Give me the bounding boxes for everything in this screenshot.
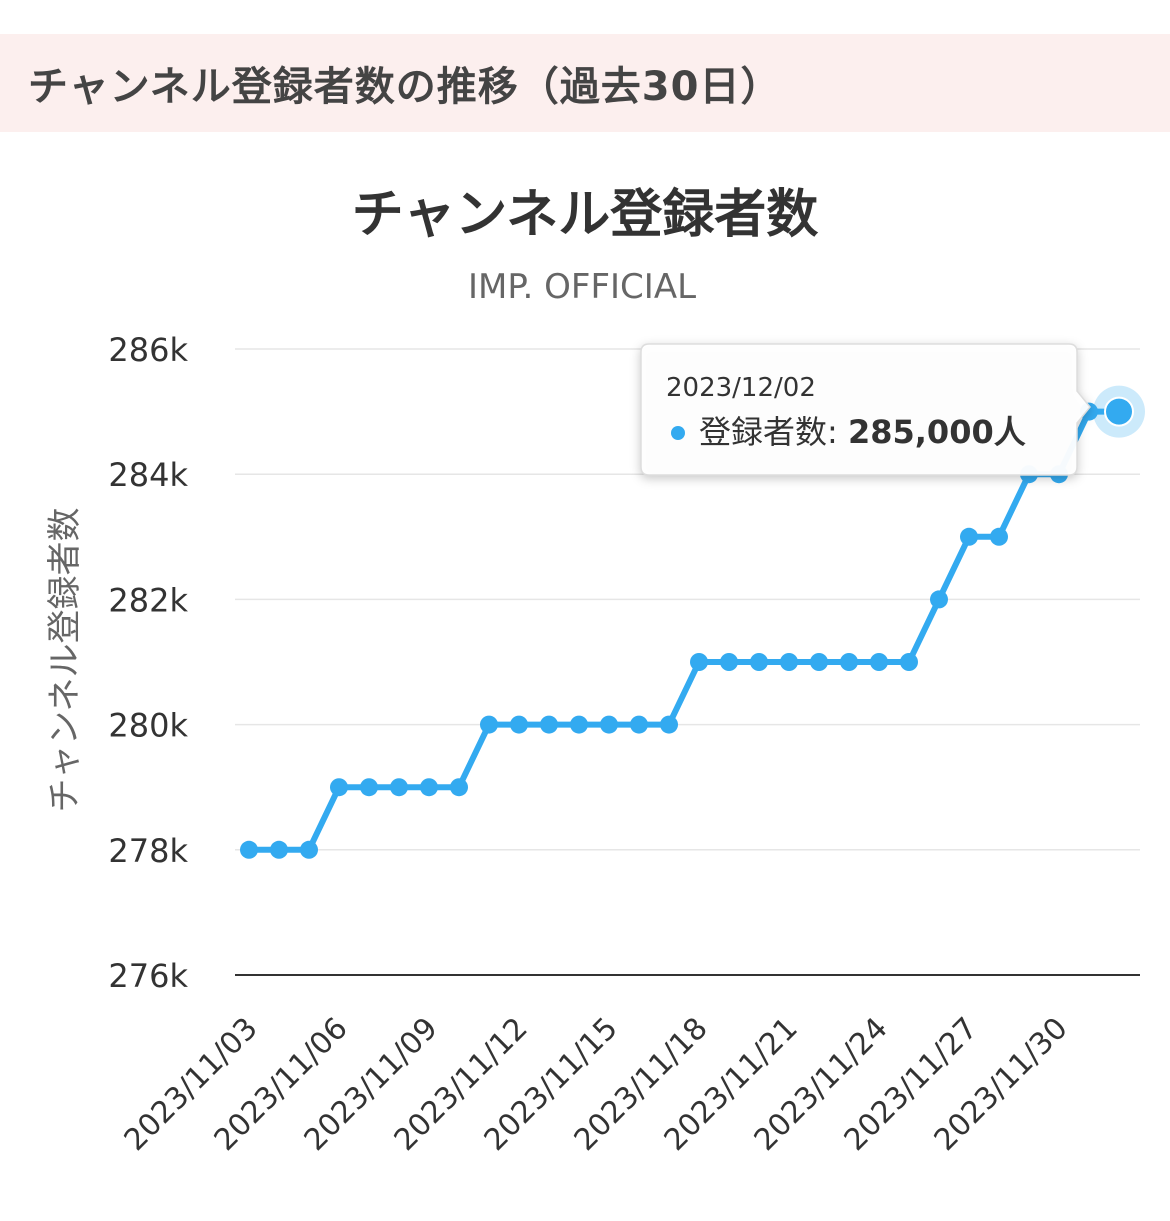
subscriber-line-chart: チャンネル登録者数 IMP. OFFICIAL チャンネル登録者数 276k27…: [45, 185, 1145, 1158]
data-point[interactable]: [450, 778, 468, 797]
active-data-point[interactable]: [1104, 396, 1134, 427]
data-point[interactable]: [840, 653, 858, 671]
data-point[interactable]: [660, 715, 678, 734]
data-point[interactable]: [750, 653, 768, 671]
data-point[interactable]: [870, 653, 888, 671]
data-point[interactable]: [390, 778, 408, 797]
data-point[interactable]: [930, 590, 948, 609]
chart-container: チャンネル登録者数 IMP. OFFICIAL チャンネル登録者数 276k 27…: [0, 140, 1170, 1217]
data-point[interactable]: [420, 778, 438, 797]
series-line-group: [240, 385, 1145, 859]
data-point[interactable]: [480, 715, 498, 734]
tooltip-series-line: 登録者数: 285,000人: [699, 413, 1026, 451]
tooltip-date: 2023/12/02: [666, 373, 816, 403]
data-point[interactable]: [270, 840, 288, 859]
data-point[interactable]: [540, 715, 558, 734]
data-point[interactable]: [330, 778, 348, 797]
y-tick-label: 276k: [108, 957, 188, 995]
data-point[interactable]: [960, 527, 978, 546]
tooltip-series-label: 登録者数:: [699, 413, 848, 451]
tooltip-box: [640, 343, 1091, 476]
y-tick-label: 278k: [108, 832, 188, 870]
chart-title: チャンネル登録者数: [352, 185, 818, 245]
section-title: チャンネル登録者数の推移（過去30日）: [28, 64, 782, 110]
y-tick-label: 280k: [108, 707, 188, 745]
data-point[interactable]: [690, 653, 708, 671]
data-point[interactable]: [570, 715, 588, 734]
data-point[interactable]: [990, 527, 1008, 546]
y-tick-label: 282k: [108, 581, 188, 619]
section-header: チャンネル登録者数の推移（過去30日）: [0, 34, 1170, 132]
y-axis-label: チャンネル登録者数: [45, 508, 85, 813]
data-point[interactable]: [630, 715, 648, 734]
y-tick-label: 284k: [108, 456, 188, 494]
data-point[interactable]: [720, 653, 738, 671]
tooltip: 2023/12/02 登録者数: 285,000人: [640, 343, 1091, 476]
series-line: [246, 408, 1122, 853]
data-point[interactable]: [360, 778, 378, 797]
tooltip-series-marker: [671, 426, 685, 440]
chart-subtitle: IMP. OFFICIAL: [468, 267, 696, 307]
y-tick-label: 286k: [108, 331, 188, 369]
y-axis-ticks: 276k 278k 280k 282k 284k 286k: [108, 331, 188, 995]
tooltip-value: 285,000人: [848, 413, 1026, 451]
data-point[interactable]: [810, 653, 828, 671]
data-point[interactable]: [600, 715, 618, 734]
data-point[interactable]: [300, 840, 318, 859]
data-point[interactable]: [510, 715, 528, 734]
data-point[interactable]: [780, 653, 798, 671]
data-point[interactable]: [900, 653, 918, 671]
data-point[interactable]: [240, 840, 258, 859]
x-axis-ticks: 2023/11/032023/11/062023/11/092023/11/12…: [118, 1011, 1075, 1158]
